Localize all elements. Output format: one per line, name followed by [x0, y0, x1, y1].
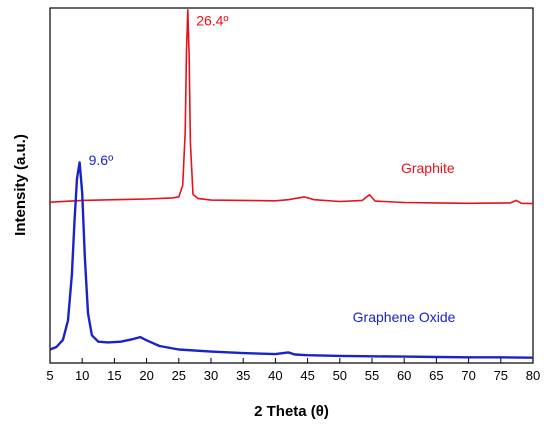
x-tick-label: 40 [268, 368, 282, 383]
x-tick-label: 80 [526, 368, 540, 383]
x-tick-label: 15 [107, 368, 121, 383]
x-tick-label: 45 [300, 368, 314, 383]
annotation-label: 26.4º [196, 12, 228, 28]
x-tick-label: 60 [397, 368, 411, 383]
x-tick-label: 50 [333, 368, 347, 383]
x-tick-label: 10 [75, 368, 89, 383]
x-tick-label: 25 [172, 368, 186, 383]
x-tick-label: 70 [461, 368, 475, 383]
x-tick-label: 55 [365, 368, 379, 383]
series-line-graphene-oxide [49, 161, 534, 359]
annotations-layer: 26.4º Graphite 9.6º Graphene Oxide [89, 12, 456, 324]
series-layer [49, 9, 534, 359]
x-tick-label: 75 [494, 368, 508, 383]
y-axis-title: Intensity (a.u.) [12, 134, 29, 236]
x-tick-label: 30 [204, 368, 218, 383]
x-tick-label: 5 [46, 368, 53, 383]
x-axis-ticks: 5 10 15 20 25 30 35 40 45 50 55 60 65 70 75 80 [46, 358, 540, 383]
annotation-label: Graphene Oxide [353, 309, 456, 325]
x-axis-title: 2 Theta (θ) [254, 403, 329, 420]
annotation-label: 9.6º [89, 152, 114, 168]
x-tick-label: 20 [139, 368, 153, 383]
annotation-label: Graphite [401, 160, 455, 176]
plot-area-frame [49, 7, 534, 364]
x-tick-label: 65 [429, 368, 443, 383]
x-tick-label: 35 [236, 368, 250, 383]
series-line-graphite [49, 9, 534, 205]
